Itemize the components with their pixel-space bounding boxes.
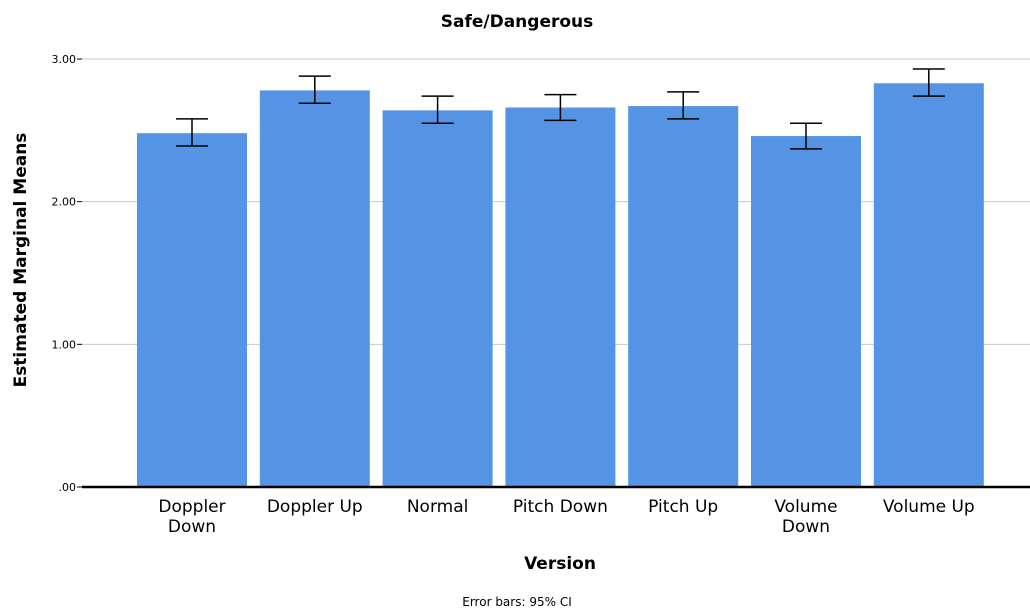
x-tick-label: Normal [407,497,469,517]
x-tick-label: Down [168,517,216,537]
bars [137,83,984,488]
error-bar [912,68,945,97]
x-tick-label: Pitch Down [513,497,608,517]
bar [873,83,984,488]
error-bar [790,122,822,150]
error-bar [176,118,208,147]
bar [628,106,739,487]
y-tick-label: 3.00 [52,53,77,66]
y-tick-label: 1.00 [52,338,77,351]
bar [751,136,861,488]
error-bars [176,68,945,150]
error-bar [667,91,700,120]
x-tick-label: Pitch Up [648,497,718,517]
x-axis-title: Version [524,554,596,574]
x-tick-label: Volume [774,497,837,517]
error-bar [421,95,454,124]
error-bar-footnote: Error bars: 95% CI [462,595,571,609]
bar [137,133,247,488]
bar [259,90,370,488]
bar [505,107,616,488]
x-tick-label: Down [782,517,830,537]
x-tick-label: Doppler [158,497,225,517]
x-tick-label: Doppler Up [267,497,363,517]
y-tick-label: 2.00 [52,196,77,209]
error-bar [544,93,577,122]
x-tick-label: Volume Up [883,497,975,517]
chart-title: Safe/Dangerous [441,12,594,32]
y-tick-label: .00 [59,481,77,494]
bar [382,110,493,488]
y-axis-title: Estimated Marginal Means [11,133,31,388]
error-bar [298,75,331,104]
y-axis-ticks: .00 1.00 2.00 3.00 [52,53,77,494]
